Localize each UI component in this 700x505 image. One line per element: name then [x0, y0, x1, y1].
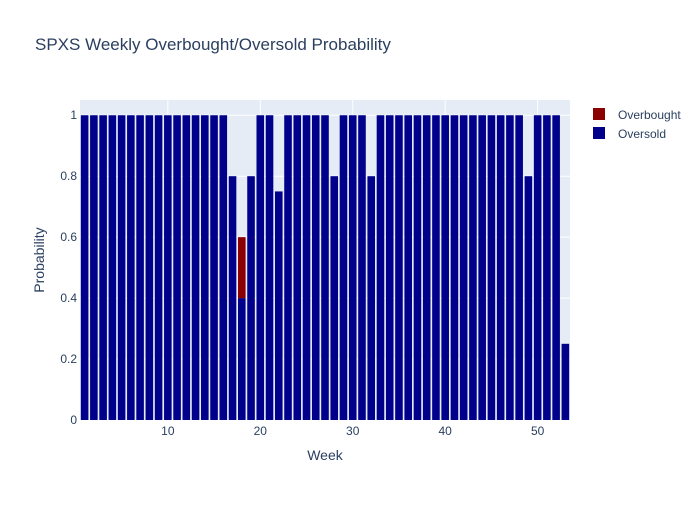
bar-oversold-week-13: [191, 115, 200, 420]
legend-label-overbought: Overbought: [618, 108, 681, 122]
bar-oversold-week-30: [348, 115, 357, 420]
bar-oversold-week-29: [339, 115, 348, 420]
bar-oversold-week-37: [413, 115, 422, 420]
bar-oversold-week-28: [330, 176, 339, 420]
y-tick-label: 0.6: [60, 230, 77, 244]
bar-oversold-week-43: [469, 115, 477, 420]
bar-oversold-week-32: [367, 176, 376, 420]
bar-oversold-week-47: [506, 115, 514, 420]
legend-swatch-overbought: [593, 108, 605, 120]
bar-oversold-week-52: [552, 115, 560, 420]
bar-oversold-week-1: [80, 115, 89, 420]
bar-oversold-week-27: [321, 115, 329, 420]
x-tick-label: 50: [531, 424, 545, 438]
bar-oversold-week-25: [302, 115, 311, 420]
bar-oversold-week-46: [496, 115, 505, 420]
bar-oversold-week-19: [247, 176, 255, 420]
chart-title: SPXS Weekly Overbought/Oversold Probabil…: [35, 35, 391, 54]
bar-oversold-week-39: [432, 115, 440, 420]
bar-oversold-week-22: [274, 191, 283, 420]
x-tick-labels: 10 20 30 40 50: [161, 424, 544, 438]
bar-oversold-week-38: [422, 115, 431, 420]
legend-swatch-oversold: [593, 127, 605, 139]
bar-oversold-week-7: [136, 115, 144, 420]
x-tick-label: 20: [254, 424, 268, 438]
bar-oversold-week-26: [311, 115, 320, 420]
bar-oversold-week-48: [515, 115, 523, 420]
x-tick-label: 10: [161, 424, 175, 438]
bar-oversold-week-3: [99, 115, 107, 420]
y-tick-label: 0.2: [60, 352, 77, 366]
bar-oversold-week-16: [219, 115, 228, 420]
bar-oversold-week-9: [154, 115, 163, 420]
bar-overbought-week-18: [238, 237, 246, 299]
bar-oversold-week-8: [145, 115, 154, 420]
legend: Overbought Oversold: [593, 108, 681, 141]
bar-oversold-week-20: [256, 115, 265, 420]
bar-oversold-week-40: [441, 115, 449, 420]
y-axis-label: Probability: [31, 227, 47, 292]
bar-oversold-week-24: [293, 115, 302, 420]
bar-oversold-week-10: [164, 115, 172, 420]
bar-oversold-week-33: [376, 115, 385, 420]
bar-oversold-week-34: [385, 115, 394, 420]
y-tick-label: 0.4: [60, 291, 77, 305]
legend-label-oversold: Oversold: [618, 127, 666, 141]
x-tick-label: 40: [439, 424, 453, 438]
bar-oversold-week-4: [108, 115, 117, 420]
bar-oversold-week-31: [358, 115, 366, 420]
bar-oversold-week-42: [459, 115, 468, 420]
bar-oversold-week-50: [533, 115, 542, 420]
bar-oversold-week-23: [284, 115, 292, 420]
x-tick-label: 30: [346, 424, 360, 438]
bar-oversold-week-51: [543, 115, 551, 420]
bar-oversold-week-12: [182, 115, 191, 420]
bar-oversold-week-35: [395, 115, 403, 420]
bar-oversold-week-21: [265, 115, 274, 420]
bar-oversold-week-11: [173, 115, 181, 420]
bar-oversold-week-36: [404, 115, 412, 420]
bar-oversold-week-45: [487, 115, 496, 420]
bar-oversold-week-53: [561, 343, 570, 420]
bar-oversold-week-5: [117, 115, 126, 420]
y-tick-label: 1: [70, 108, 77, 122]
bar-oversold-week-49: [524, 176, 533, 420]
x-axis-label: Week: [307, 447, 344, 463]
y-tick-label: 0: [70, 413, 77, 427]
bar-oversold-week-2: [90, 115, 98, 420]
bar-oversold-week-15: [210, 115, 218, 420]
y-tick-labels: 0 0.2 0.4 0.6 0.8 1: [60, 108, 77, 427]
bar-oversold-week-17: [228, 176, 237, 420]
bar-oversold-week-18: [238, 298, 246, 420]
bar-oversold-week-6: [127, 115, 135, 420]
bar-oversold-week-44: [478, 115, 486, 420]
y-tick-label: 0.8: [60, 169, 77, 183]
bar-oversold-week-14: [201, 115, 209, 420]
bar-oversold-week-41: [450, 115, 459, 420]
bars: [80, 115, 570, 420]
